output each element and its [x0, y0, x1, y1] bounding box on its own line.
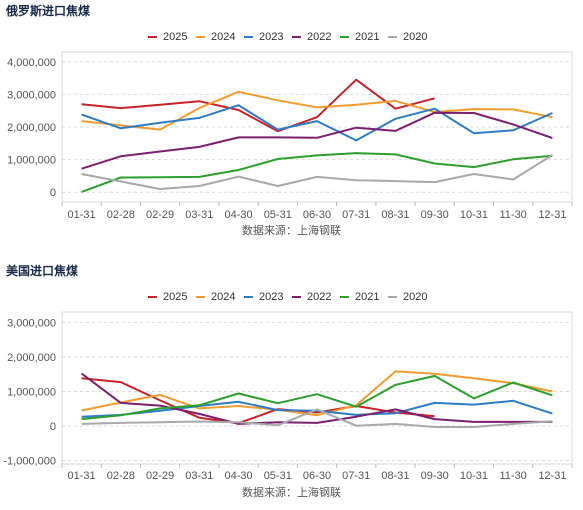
russia-line-chart: 0 1,000,000 2,000,000 3,000,000 4,000,000 01-…	[7, 51, 573, 221]
legend-item[interactable]: 2023	[244, 290, 283, 304]
series-line-2020[interactable]	[81, 154, 553, 190]
x-tick-label: 07-31	[342, 470, 370, 482]
x-tick-label: 02-29	[146, 209, 174, 221]
x-tick-label: 01-31	[68, 209, 96, 221]
x-tick-label: 02-29	[146, 470, 174, 482]
x-tick-label: 10-31	[460, 470, 488, 482]
series-line-2023[interactable]	[81, 399, 553, 418]
y-tick-label: 4,000,000	[7, 57, 56, 69]
y-tick-label: 3,000,000	[7, 317, 56, 329]
series-line-2025[interactable]	[81, 78, 435, 133]
y-tick-label: 1,000,000	[7, 155, 56, 167]
data-source-label: 数据来源：上海钢联	[242, 225, 341, 237]
chart-legend: 2025 2024 2023 2022 2021 2020	[0, 30, 583, 44]
x-tick-label: 09-30	[421, 470, 449, 482]
x-tick-label: 06-30	[303, 209, 331, 221]
x-tick-label: 11-30	[499, 209, 526, 221]
legend-item[interactable]: 2025	[148, 30, 187, 44]
chart-title: 美国进口焦煤	[6, 264, 79, 278]
x-tick-label: 11-30	[499, 470, 526, 482]
chart-title: 俄罗斯进口焦煤	[6, 4, 91, 18]
x-tick-label: 09-30	[421, 209, 449, 221]
legend-swatch	[196, 36, 205, 38]
y-tick-label: 0	[50, 187, 56, 199]
y-tick-label: 3,000,000	[7, 89, 56, 101]
x-tick-label: 03-31	[185, 209, 213, 221]
plot-frame	[61, 311, 573, 465]
legend-label: 2024	[211, 31, 236, 43]
y-tick-label: 1,000,000	[7, 386, 56, 398]
x-tick-label: 04-30	[224, 209, 252, 221]
x-tick-label: 10-31	[460, 209, 488, 221]
x-tick-label: 06-30	[303, 470, 331, 482]
data-source-label: 数据来源：上海钢联	[242, 487, 341, 499]
legend-swatch	[244, 296, 253, 298]
legend-swatch	[196, 296, 205, 298]
x-tick-label: 05-31	[264, 209, 292, 221]
legend-label: 2020	[403, 31, 428, 43]
legend-label: 2024	[211, 291, 236, 303]
series-line-2022[interactable]	[80, 372, 553, 425]
russia-chart-panel: 俄罗斯进口焦煤 2025 2024 2023 2022 2021 2020 0 1,000,…	[0, 0, 583, 250]
legend-item[interactable]: 2025	[148, 290, 187, 304]
x-tick-label: 08-31	[381, 470, 409, 482]
x-tick-label: 03-31	[185, 470, 213, 482]
x-tick-label: 12-31	[538, 209, 566, 221]
legend-label: 2022	[307, 31, 332, 43]
legend-swatch	[148, 296, 157, 298]
legend-swatch	[292, 36, 301, 38]
series-line-2024[interactable]	[81, 90, 553, 131]
y-tick-label: -1,000,000	[3, 456, 56, 468]
legend-item[interactable]: 2020	[388, 290, 427, 304]
legend-swatch	[388, 296, 397, 298]
legend-swatch	[244, 36, 253, 38]
legend-item[interactable]: 2021	[340, 30, 379, 44]
series-line-2023[interactable]	[81, 104, 553, 142]
y-tick-label: 2,000,000	[7, 352, 56, 364]
usa-line-chart: -1,000,000 0 1,000,000 2,000,000 3,000,000 01…	[3, 311, 573, 482]
legend-swatch	[340, 296, 349, 298]
x-tick-label: 02-28	[107, 470, 135, 482]
series-line-2020[interactable]	[81, 408, 553, 428]
series-line-2022[interactable]	[81, 111, 553, 170]
legend-label: 2025	[163, 31, 188, 43]
x-tick-label: 12-31	[538, 470, 566, 482]
legend-label: 2023	[259, 31, 284, 43]
x-tick-label: 04-30	[224, 470, 252, 482]
legend-item[interactable]: 2024	[196, 30, 235, 44]
x-tick-label: 02-28	[107, 209, 135, 221]
legend-item[interactable]: 2024	[196, 290, 235, 304]
x-tick-label: 01-31	[68, 470, 96, 482]
legend-swatch	[148, 36, 157, 38]
legend-label: 2021	[355, 291, 380, 303]
y-tick-label: 2,000,000	[7, 122, 56, 134]
legend-label: 2023	[259, 291, 284, 303]
usa-chart-panel: 美国进口焦煤 2025 2024 2023 2022 2021 2020 -1,000,0…	[0, 260, 583, 510]
legend-swatch	[340, 36, 349, 38]
legend-swatch	[292, 296, 301, 298]
x-tick-label: 08-31	[381, 209, 409, 221]
series-line-2025[interactable]	[81, 377, 435, 425]
legend-item[interactable]: 2021	[340, 290, 379, 304]
legend-item[interactable]: 2020	[388, 30, 427, 44]
legend-swatch	[388, 36, 397, 38]
y-tick-label: 0	[50, 421, 56, 433]
legend-label: 2025	[163, 291, 188, 303]
series-line-2024[interactable]	[81, 370, 553, 417]
x-tick-label: 05-31	[264, 470, 292, 482]
series-line-2021[interactable]	[81, 152, 553, 193]
chart-legend: 2025 2024 2023 2022 2021 2020	[0, 290, 583, 304]
x-tick-label: 07-31	[342, 209, 370, 221]
legend-item[interactable]: 2022	[292, 290, 331, 304]
series-line-2021[interactable]	[81, 374, 553, 421]
legend-label: 2021	[355, 31, 380, 43]
legend-label: 2020	[403, 291, 428, 303]
legend-label: 2022	[307, 291, 332, 303]
legend-item[interactable]: 2022	[292, 30, 331, 44]
legend-item[interactable]: 2023	[244, 30, 283, 44]
